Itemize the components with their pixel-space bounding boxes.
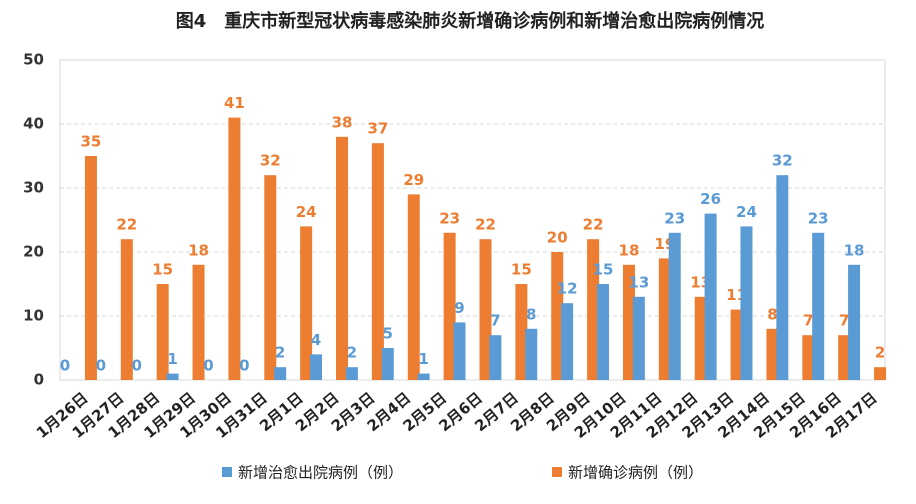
bar xyxy=(192,264,205,380)
bar xyxy=(622,264,635,380)
value-label: 5 xyxy=(383,325,393,343)
bar xyxy=(443,232,456,380)
bar xyxy=(730,309,743,380)
bar xyxy=(489,335,502,380)
value-label: 7 xyxy=(490,312,500,330)
bar xyxy=(274,367,287,380)
value-label: 2 xyxy=(875,344,885,362)
bar xyxy=(371,143,384,380)
bar xyxy=(525,328,538,380)
value-label: 12 xyxy=(557,280,578,298)
bar xyxy=(381,348,394,380)
value-label: 7 xyxy=(803,312,813,330)
legend-label: 新增治愈出院病例（例） xyxy=(238,464,403,482)
bar xyxy=(551,252,564,380)
value-label: 37 xyxy=(367,120,388,138)
bar xyxy=(84,156,97,380)
bar xyxy=(776,175,789,380)
bar xyxy=(874,367,887,380)
legend-label: 新增确诊病例（例） xyxy=(568,464,703,482)
bar xyxy=(264,175,277,380)
value-label: 15 xyxy=(152,261,173,279)
value-label: 18 xyxy=(188,241,209,259)
plot-border xyxy=(59,59,886,381)
bar xyxy=(120,239,133,380)
bar xyxy=(417,373,430,380)
bar xyxy=(704,213,717,380)
y-tick-label: 20 xyxy=(23,243,44,261)
bar xyxy=(479,239,492,380)
value-label: 23 xyxy=(808,209,829,227)
bar xyxy=(587,239,600,380)
value-label: 38 xyxy=(332,113,353,131)
value-label: 24 xyxy=(296,203,317,221)
bar xyxy=(812,232,825,380)
value-label: 0 xyxy=(96,357,106,375)
value-label: 26 xyxy=(700,190,721,208)
value-label: 8 xyxy=(767,305,777,323)
bar xyxy=(838,335,851,380)
bar xyxy=(848,264,861,380)
bar xyxy=(310,354,323,380)
value-label: 41 xyxy=(224,94,245,112)
value-label: 18 xyxy=(844,241,865,259)
value-label: 8 xyxy=(526,305,536,323)
value-label: 4 xyxy=(311,331,321,349)
bar xyxy=(802,335,815,380)
value-label: 32 xyxy=(772,152,793,170)
bar xyxy=(407,194,420,380)
value-label: 35 xyxy=(80,133,101,151)
bar xyxy=(156,284,169,380)
bar xyxy=(345,367,358,380)
value-label: 9 xyxy=(454,299,464,317)
y-tick-label: 10 xyxy=(23,307,44,325)
bar xyxy=(336,136,349,380)
value-label: 2 xyxy=(275,344,285,362)
legend-swatch xyxy=(222,467,232,477)
y-tick-label: 40 xyxy=(23,115,44,133)
bar xyxy=(740,226,753,380)
value-label: 1 xyxy=(418,350,428,368)
bar xyxy=(658,258,671,380)
value-label: 15 xyxy=(511,261,532,279)
value-label: 18 xyxy=(619,241,640,259)
bar xyxy=(300,226,313,380)
bar xyxy=(228,117,241,380)
bar xyxy=(632,296,645,380)
bar xyxy=(694,296,707,380)
value-label: 32 xyxy=(260,152,281,170)
value-label: 22 xyxy=(475,216,496,234)
y-tick-label: 50 xyxy=(23,51,44,69)
value-label: 0 xyxy=(131,357,141,375)
bar xyxy=(166,373,179,380)
value-label: 2 xyxy=(347,344,357,362)
chart-title: 图4 重庆市新型冠状病毒感染肺炎新增确诊病例和新增治愈出院病例情况 xyxy=(176,10,765,32)
value-label: 22 xyxy=(583,216,604,234)
bar xyxy=(561,303,574,380)
value-label: 24 xyxy=(736,203,757,221)
legend-swatch xyxy=(552,467,562,477)
bar xyxy=(766,328,779,380)
value-label: 0 xyxy=(203,357,213,375)
y-tick-label: 0 xyxy=(34,371,44,389)
value-label: 7 xyxy=(839,312,849,330)
value-label: 0 xyxy=(60,357,70,375)
value-label: 15 xyxy=(593,261,614,279)
bar xyxy=(668,232,681,380)
value-label: 0 xyxy=(239,357,249,375)
bar xyxy=(453,322,466,380)
bar xyxy=(515,284,528,380)
value-label: 29 xyxy=(403,171,424,189)
value-label: 20 xyxy=(547,229,568,247)
value-label: 1 xyxy=(167,350,177,368)
value-label: 23 xyxy=(439,209,460,227)
y-tick-label: 30 xyxy=(23,179,44,197)
value-label: 22 xyxy=(116,216,137,234)
value-label: 23 xyxy=(664,209,685,227)
value-label: 13 xyxy=(628,273,649,291)
bar xyxy=(596,284,609,380)
